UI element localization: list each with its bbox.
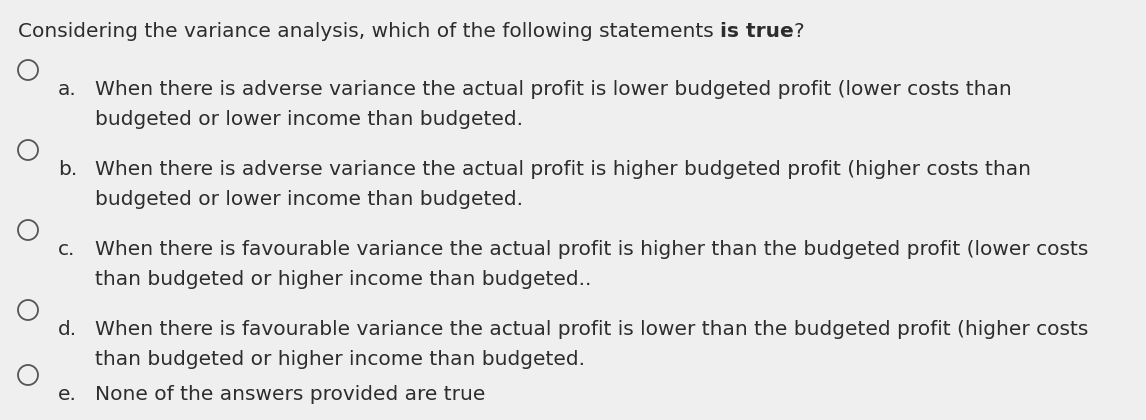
Text: e.: e.	[58, 385, 77, 404]
Text: c.: c.	[58, 240, 76, 259]
Text: When there is adverse variance the actual profit is lower budgeted profit (lower: When there is adverse variance the actua…	[95, 80, 1012, 99]
Text: None of the answers provided are true: None of the answers provided are true	[95, 385, 486, 404]
Text: budgeted or lower income than budgeted.: budgeted or lower income than budgeted.	[95, 190, 523, 209]
Text: than budgeted or higher income than budgeted.: than budgeted or higher income than budg…	[95, 350, 584, 369]
Text: b.: b.	[58, 160, 77, 179]
Text: budgeted or lower income than budgeted.: budgeted or lower income than budgeted.	[95, 110, 523, 129]
Text: When there is favourable variance the actual profit is lower than the budgeted p: When there is favourable variance the ac…	[95, 320, 1089, 339]
Text: a.: a.	[58, 80, 77, 99]
Text: ?: ?	[794, 22, 804, 41]
Text: d.: d.	[58, 320, 77, 339]
Text: When there is favourable variance the actual profit is higher than the budgeted : When there is favourable variance the ac…	[95, 240, 1089, 259]
Text: When there is adverse variance the actual profit is higher budgeted profit (high: When there is adverse variance the actua…	[95, 160, 1031, 179]
Text: than budgeted or higher income than budgeted..: than budgeted or higher income than budg…	[95, 270, 591, 289]
Text: Considering the variance analysis, which of the following statements: Considering the variance analysis, which…	[18, 22, 720, 41]
Text: is true: is true	[720, 22, 794, 41]
